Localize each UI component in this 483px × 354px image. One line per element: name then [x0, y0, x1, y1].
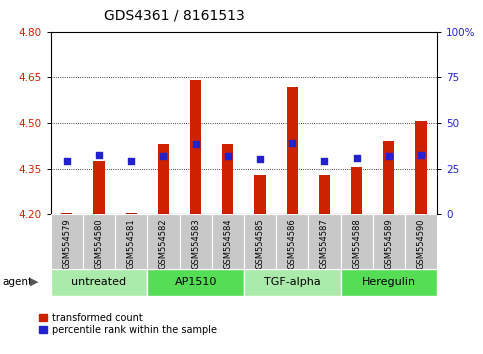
Text: GSM554584: GSM554584: [223, 218, 232, 269]
Point: [417, 152, 425, 158]
Text: GSM554583: GSM554583: [191, 218, 200, 269]
Text: GSM554582: GSM554582: [159, 218, 168, 269]
Bar: [83, 214, 115, 269]
Point: [63, 158, 71, 164]
Point: [192, 142, 199, 147]
Point: [321, 158, 328, 164]
Point: [353, 155, 360, 161]
Bar: [212, 214, 244, 269]
Bar: [244, 214, 276, 269]
Bar: [115, 214, 147, 269]
Bar: [341, 214, 373, 269]
Bar: [222, 144, 233, 214]
Bar: [373, 214, 405, 269]
Point: [128, 158, 135, 164]
Bar: [415, 121, 426, 214]
Text: GSM554581: GSM554581: [127, 218, 136, 269]
Legend: transformed count, percentile rank within the sample: transformed count, percentile rank withi…: [39, 313, 217, 335]
Bar: [286, 87, 298, 214]
Text: GSM554587: GSM554587: [320, 218, 329, 269]
Point: [288, 140, 296, 145]
Bar: [51, 269, 147, 296]
Bar: [61, 213, 72, 214]
Point: [385, 154, 393, 159]
Bar: [126, 213, 137, 214]
Bar: [405, 214, 437, 269]
Text: TGF-alpha: TGF-alpha: [264, 277, 321, 287]
Bar: [341, 269, 437, 296]
Text: GSM554579: GSM554579: [62, 218, 71, 269]
Text: GSM554586: GSM554586: [288, 218, 297, 269]
Bar: [180, 214, 212, 269]
Point: [95, 152, 103, 158]
Text: GDS4361 / 8161513: GDS4361 / 8161513: [103, 9, 244, 23]
Text: GSM554590: GSM554590: [416, 218, 426, 269]
Text: untreated: untreated: [71, 277, 127, 287]
Text: GSM554588: GSM554588: [352, 218, 361, 269]
Text: ▶: ▶: [30, 277, 39, 287]
Bar: [244, 269, 341, 296]
Bar: [255, 175, 266, 214]
Bar: [158, 144, 169, 214]
Text: agent: agent: [2, 277, 32, 287]
Bar: [190, 80, 201, 214]
Bar: [308, 214, 341, 269]
Bar: [93, 161, 105, 214]
Bar: [319, 175, 330, 214]
Text: Heregulin: Heregulin: [362, 277, 416, 287]
Text: GSM554589: GSM554589: [384, 218, 393, 269]
Point: [159, 154, 167, 159]
Text: GSM554580: GSM554580: [95, 218, 103, 269]
Point: [256, 157, 264, 162]
Text: AP1510: AP1510: [174, 277, 217, 287]
Point: [224, 154, 232, 159]
Bar: [147, 269, 244, 296]
Bar: [276, 214, 308, 269]
Bar: [351, 167, 362, 214]
Bar: [383, 141, 395, 214]
Text: GSM554585: GSM554585: [256, 218, 265, 269]
Bar: [51, 214, 83, 269]
Bar: [147, 214, 180, 269]
